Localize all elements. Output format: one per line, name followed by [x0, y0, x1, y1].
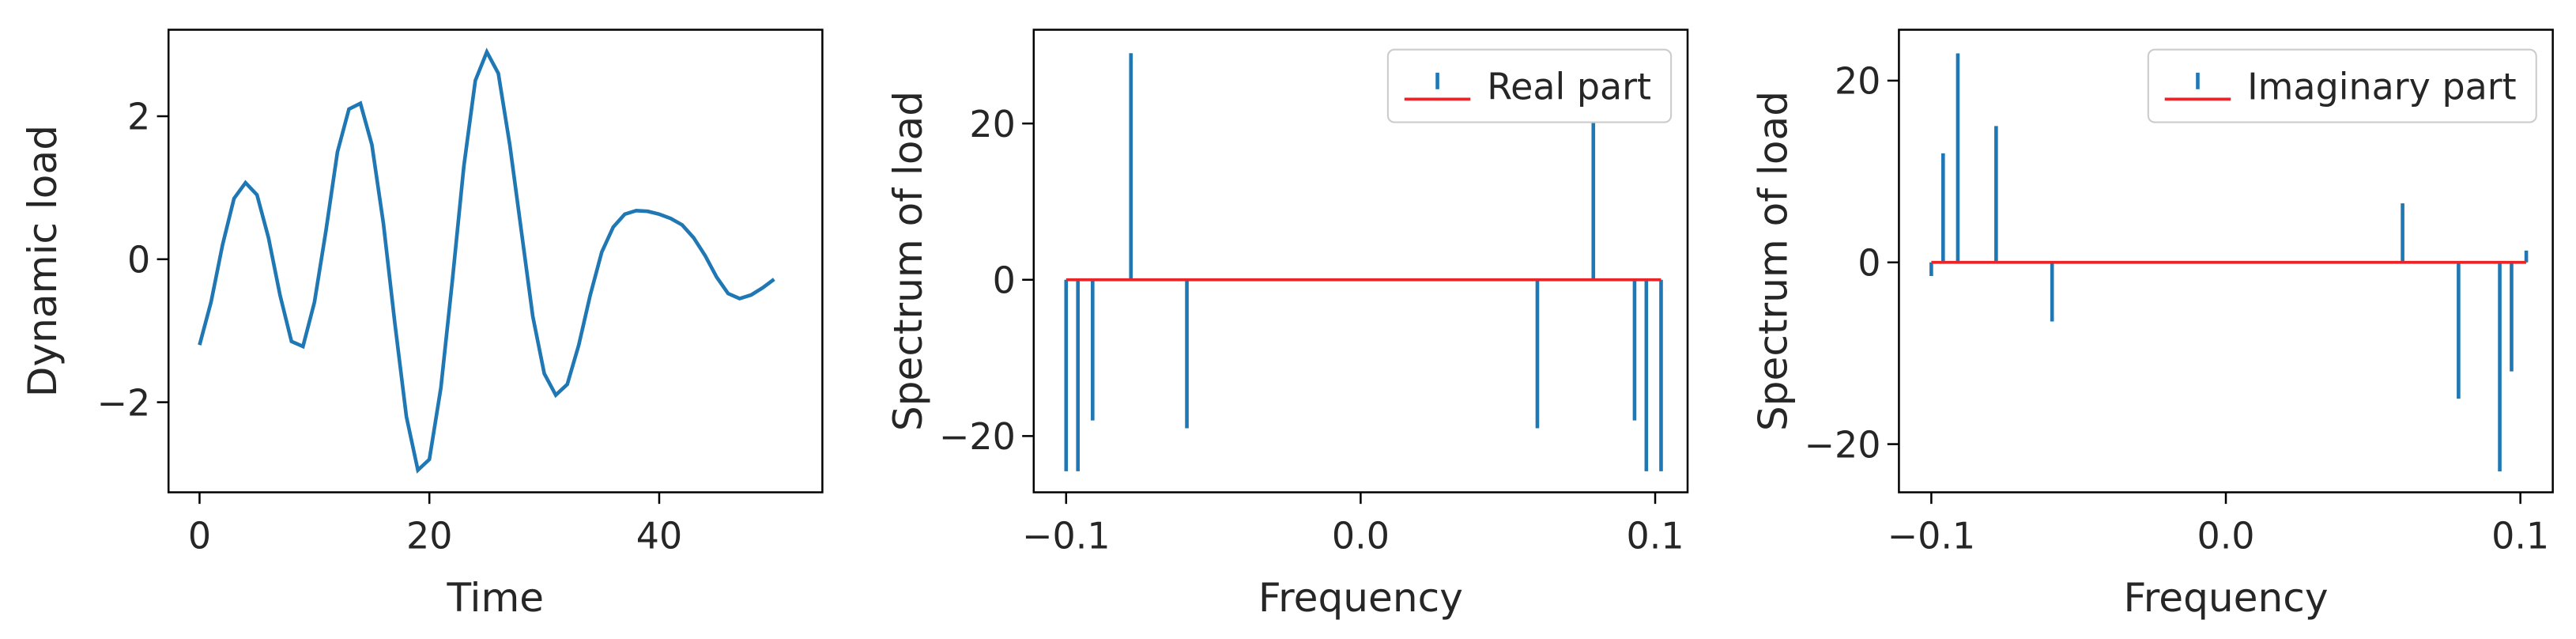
y-axis-label: Dynamic load	[19, 125, 66, 397]
x-tick-label: 0.0	[2197, 515, 2254, 558]
legend: Real part	[1386, 48, 1673, 123]
axes-frame	[1032, 28, 1689, 493]
x-axis-label: Frequency	[1258, 574, 1463, 621]
x-axis-label: Time	[446, 574, 544, 621]
y-tick-label: 20	[1835, 60, 1880, 103]
x-tick-label: 20	[406, 515, 452, 558]
y-tick-label: 20	[969, 103, 1015, 146]
x-tick-label: 40	[636, 515, 682, 558]
legend-label: Imaginary part	[2247, 65, 2517, 108]
x-tick-label: −0.1	[1888, 515, 1976, 558]
legend-frame	[2147, 48, 2537, 123]
y-tick-label: −2	[97, 381, 151, 424]
x-tick-label: 0.1	[2491, 515, 2549, 558]
legend-label: Real part	[1487, 65, 1651, 108]
legend: Imaginary part	[2147, 48, 2537, 123]
line	[198, 47, 775, 474]
x-tick-label: 0	[188, 515, 211, 558]
x-tick-label: 0.1	[1627, 515, 1684, 558]
axes-frame	[1898, 28, 2554, 493]
y-tick-label: 2	[127, 96, 150, 138]
x-tick-label: −0.1	[1022, 515, 1111, 558]
y-tick-label: 0	[1858, 241, 1880, 284]
axes-frame	[167, 28, 824, 493]
panel: −0.1 0.0 0.1 −20 0 20 Frequency Spectrum of loa…	[884, 28, 1689, 621]
y-axis-label: Spectrum of load	[884, 91, 931, 431]
x-tick-label: 0.0	[1332, 515, 1390, 558]
y-tick-label: 0	[127, 239, 150, 282]
y-tick-label: 0	[993, 259, 1016, 301]
legend-frame	[1386, 48, 1673, 123]
panel: 0 20 40 −2 0 2 Time Dynamic load	[19, 28, 824, 621]
panel: −0.1 0.0 0.1 −20 0 20 Frequency Spectrum of loa…	[1749, 28, 2554, 621]
y-tick-label: −20	[939, 415, 1016, 458]
x-axis-label: Frequency	[2124, 574, 2329, 621]
y-axis-label: Spectrum of load	[1749, 91, 1796, 431]
y-tick-label: −20	[1804, 423, 1880, 466]
